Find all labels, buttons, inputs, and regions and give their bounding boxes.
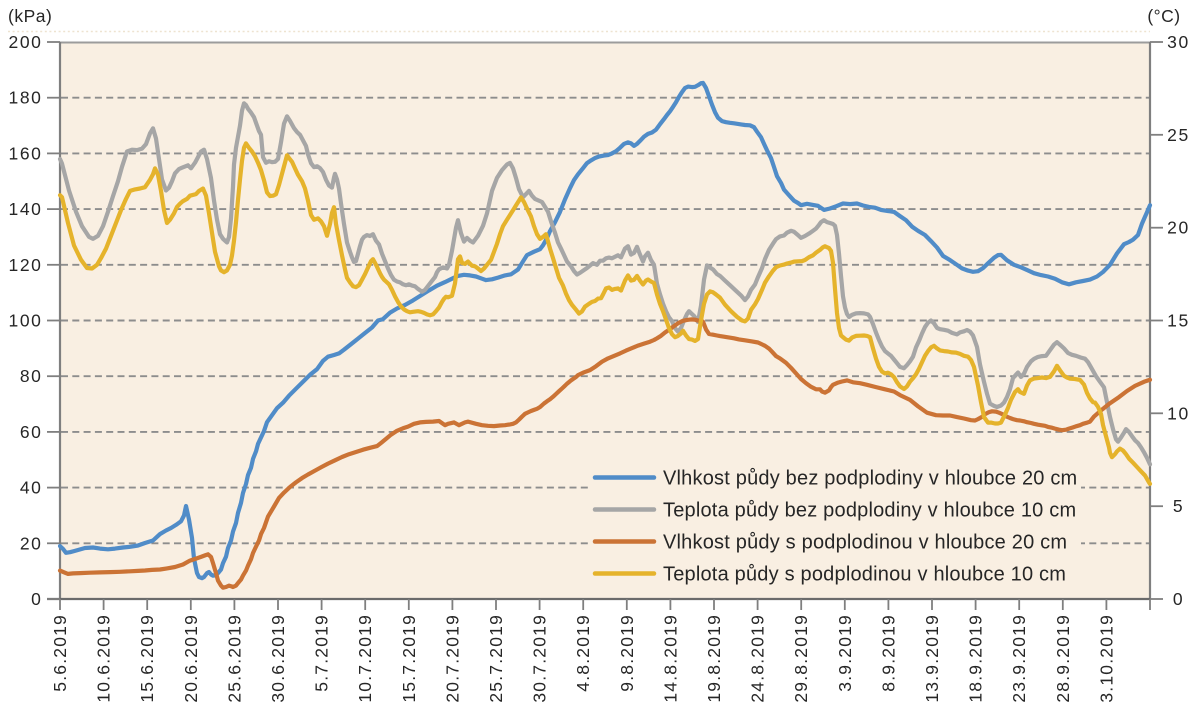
- svg-text:13.9.2019: 13.9.2019: [922, 614, 942, 703]
- svg-text:3.10.2019: 3.10.2019: [1096, 614, 1116, 703]
- svg-text:25.7.2019: 25.7.2019: [486, 614, 506, 703]
- svg-text:140: 140: [9, 199, 43, 219]
- svg-text:10: 10: [1167, 403, 1190, 423]
- svg-text:20: 20: [20, 533, 43, 553]
- svg-text:19.8.2019: 19.8.2019: [704, 614, 724, 703]
- svg-text:5: 5: [1173, 496, 1184, 516]
- svg-text:25.6.2019: 25.6.2019: [224, 614, 244, 703]
- svg-text:28.9.2019: 28.9.2019: [1053, 614, 1073, 703]
- svg-text:5.7.2019: 5.7.2019: [312, 614, 332, 692]
- svg-text:0: 0: [1173, 589, 1184, 609]
- svg-text:180: 180: [9, 88, 43, 108]
- svg-text:30.7.2019: 30.7.2019: [530, 614, 550, 703]
- svg-text:Teplota půdy s podplodinou v h: Teplota půdy s podplodinou v hloubce 10 …: [663, 564, 1066, 586]
- svg-text:3.9.2019: 3.9.2019: [835, 614, 855, 692]
- svg-text:24.8.2019: 24.8.2019: [748, 614, 768, 703]
- svg-text:100: 100: [9, 311, 43, 331]
- svg-text:200: 200: [9, 32, 43, 52]
- svg-text:29.8.2019: 29.8.2019: [791, 614, 811, 703]
- svg-text:60: 60: [20, 422, 43, 442]
- svg-text:4.8.2019: 4.8.2019: [573, 614, 593, 692]
- svg-text:(°C): (°C): [1147, 6, 1180, 26]
- svg-text:20: 20: [1167, 218, 1190, 238]
- svg-text:Teplota půdy bez podplodiny v: Teplota půdy bez podplodiny v hloubce 10…: [663, 500, 1076, 522]
- svg-text:40: 40: [20, 478, 43, 498]
- svg-text:25: 25: [1167, 125, 1190, 145]
- svg-text:20.6.2019: 20.6.2019: [181, 614, 201, 703]
- svg-text:10.6.2019: 10.6.2019: [94, 614, 114, 703]
- svg-text:15: 15: [1167, 311, 1190, 331]
- svg-text:14.8.2019: 14.8.2019: [660, 614, 680, 703]
- svg-text:Vlhkost půdy bez podplodiny v: Vlhkost půdy bez podplodiny v hloubce 20…: [663, 468, 1077, 490]
- svg-text:0: 0: [31, 589, 42, 609]
- svg-text:15.7.2019: 15.7.2019: [399, 614, 419, 703]
- svg-text:160: 160: [9, 143, 43, 163]
- svg-text:23.9.2019: 23.9.2019: [1009, 614, 1029, 703]
- svg-text:15.6.2019: 15.6.2019: [137, 614, 157, 703]
- svg-text:(kPa): (kPa): [8, 6, 52, 26]
- svg-text:8.9.2019: 8.9.2019: [878, 614, 898, 692]
- svg-text:10.7.2019: 10.7.2019: [355, 614, 375, 703]
- svg-text:120: 120: [9, 255, 43, 275]
- svg-text:Vlhkost půdy s podplodinou v h: Vlhkost půdy s podplodinou v hloubce 20 …: [663, 532, 1067, 554]
- svg-text:80: 80: [20, 366, 43, 386]
- svg-text:30.6.2019: 30.6.2019: [268, 614, 288, 703]
- svg-text:5.6.2019: 5.6.2019: [50, 614, 70, 692]
- svg-text:20.7.2019: 20.7.2019: [442, 614, 462, 703]
- svg-text:9.8.2019: 9.8.2019: [617, 614, 637, 692]
- svg-text:18.9.2019: 18.9.2019: [966, 614, 986, 703]
- svg-text:30: 30: [1167, 32, 1190, 52]
